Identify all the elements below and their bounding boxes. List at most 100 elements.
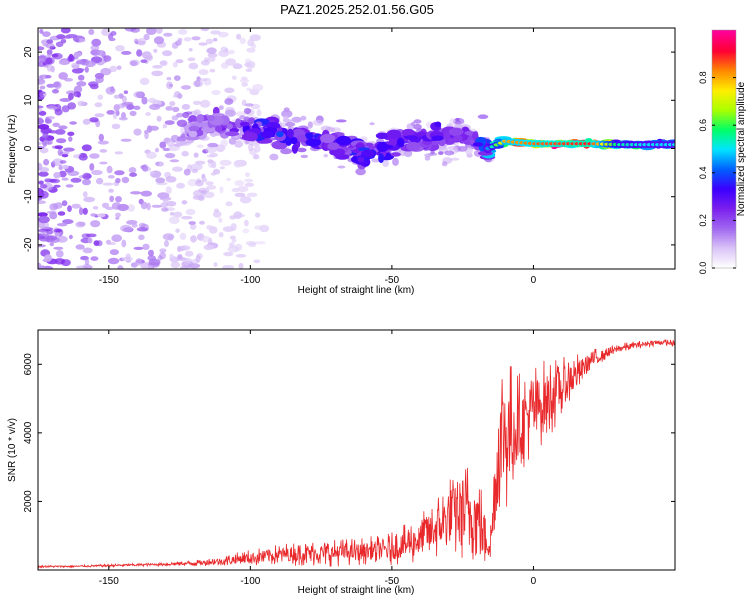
noise-blob [89, 117, 99, 123]
noise-blob [53, 184, 61, 188]
noise-blob [245, 172, 250, 178]
noise-blob [184, 250, 194, 257]
y-tick-label: 2000 [23, 490, 34, 513]
colorbar-strip [712, 206, 736, 210]
noise-blob [116, 65, 122, 70]
colorbar-strip [712, 210, 736, 214]
noise-blob [52, 89, 59, 94]
colorbar-strip [712, 149, 736, 152]
signal-blob [207, 115, 215, 121]
noise-blob [175, 59, 184, 64]
noise-blob [253, 259, 261, 264]
noise-blob [159, 196, 172, 201]
signal-blob [388, 137, 398, 146]
noise-blob [146, 28, 157, 35]
signal-blob [320, 133, 336, 144]
colorbar-strip [712, 204, 736, 208]
noise-blob [246, 192, 258, 197]
colorbar-strip [712, 105, 736, 108]
noise-blob [195, 254, 201, 263]
noise-blob [112, 111, 118, 120]
noise-blob [246, 47, 256, 53]
noise-blob [236, 33, 242, 40]
noise-blob [227, 49, 235, 55]
noise-blob [184, 111, 193, 115]
colorbar-strip [712, 256, 736, 259]
noise-blob [75, 60, 84, 65]
noise-blob [183, 37, 192, 42]
noise-blob [454, 120, 462, 125]
noise-blob [198, 187, 210, 194]
noise-blob [213, 208, 220, 213]
noise-blob [39, 235, 46, 240]
noise-blob [38, 105, 44, 109]
noise-blob [136, 227, 149, 232]
signal-blob [188, 125, 200, 132]
noise-blob [424, 156, 431, 161]
noise-blob [61, 105, 70, 113]
signal-blob [406, 141, 421, 152]
colorbar-strip [712, 141, 736, 144]
signal-blob [305, 138, 322, 147]
noise-blob [205, 146, 217, 154]
noise-blob [200, 28, 210, 32]
colorbar-strip [712, 172, 736, 176]
noise-blob [222, 265, 235, 269]
noise-blob [107, 175, 115, 179]
noise-blob [188, 263, 201, 269]
noise-blob [254, 225, 263, 230]
noise-blob [224, 109, 237, 117]
signal-blob [386, 129, 402, 139]
noise-blob [180, 215, 193, 220]
noise-blob [75, 265, 88, 269]
signal-blob [297, 134, 307, 143]
colorbar-strip [712, 230, 736, 233]
noise-blob [90, 83, 99, 90]
noise-blob [148, 258, 161, 266]
noise-blob [438, 151, 444, 156]
colorbar-strip [712, 190, 736, 194]
colorbar-strip [712, 168, 736, 172]
colorbar-strip [712, 113, 736, 116]
noise-blob [191, 168, 198, 174]
colorbar-strip [712, 154, 736, 158]
colorbar-tick-label: 0.6 [698, 119, 708, 132]
colorbar-strip [712, 53, 736, 57]
noise-blob [190, 235, 197, 243]
noise-blob [52, 122, 60, 128]
noise-blob [90, 220, 101, 228]
noise-blob [71, 64, 80, 69]
colorbar-strip [712, 71, 736, 75]
noise-blob [58, 170, 67, 178]
colorbar-strip [712, 47, 736, 51]
x-tick-label: 0 [531, 576, 537, 587]
noise-blob [101, 202, 110, 209]
noise-blob [211, 89, 221, 96]
noise-blob [424, 153, 432, 158]
colorbar-strip [712, 150, 736, 154]
noise-blob [61, 200, 68, 207]
noise-blob [297, 147, 307, 153]
noise-blob [219, 105, 224, 110]
noise-blob [65, 184, 74, 188]
colorbar-strip [712, 55, 736, 59]
colorbar-strip [712, 188, 736, 192]
colorbar-strip [712, 35, 736, 39]
noise-blob [355, 167, 366, 176]
noise-blob [56, 223, 68, 227]
colorbar-strip [712, 115, 736, 118]
signal-blob [443, 131, 451, 141]
x-tick-label: -150 [99, 275, 119, 286]
noise-blob [155, 28, 163, 34]
noise-blob [177, 245, 182, 253]
noise-blob [82, 118, 91, 125]
signal-blob [357, 156, 365, 163]
colorbar-strip [712, 51, 736, 55]
noise-blob [203, 244, 214, 251]
noise-blob [53, 246, 64, 250]
noise-blob [128, 167, 137, 174]
y-tick-label: -20 [23, 237, 34, 252]
noise-blob [39, 225, 50, 230]
noise-blob [202, 177, 208, 183]
colorbar-strip [712, 77, 736, 81]
